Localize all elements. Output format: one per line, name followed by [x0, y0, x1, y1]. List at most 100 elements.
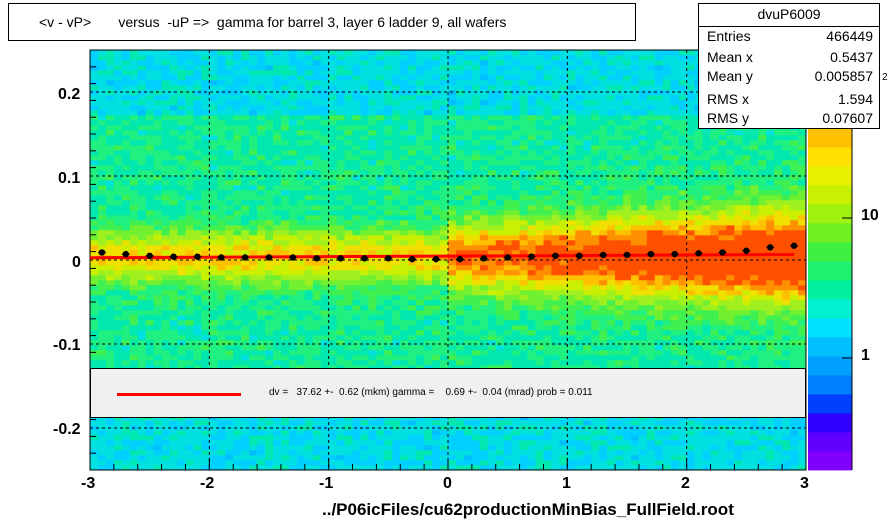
heatmap-cell: [376, 95, 385, 101]
heatmap-cell: [177, 260, 186, 266]
heatmap-cell: [129, 240, 139, 246]
heatmap-cell: [424, 260, 433, 266]
heatmap-cell: [336, 100, 345, 106]
heatmap-cell: [471, 140, 481, 146]
heatmap-cell: [432, 60, 441, 66]
heatmap-cell: [448, 275, 457, 281]
heatmap-cell: [233, 185, 242, 191]
heatmap-cell: [336, 445, 345, 451]
heatmap-cell: [121, 165, 131, 171]
heatmap-cell: [424, 430, 433, 436]
heatmap-cell: [121, 145, 131, 151]
heatmap-cell: [217, 85, 226, 91]
heatmap-cell: [440, 120, 449, 126]
heatmap-cell: [344, 275, 353, 281]
heatmap-cell: [344, 155, 353, 161]
heatmap-cell: [543, 420, 552, 426]
heatmap-cell: [336, 300, 345, 306]
heatmap-cell: [495, 310, 504, 316]
heatmap-cell: [105, 120, 115, 126]
heatmap-cell: [265, 135, 274, 141]
heatmap-cell: [296, 75, 306, 81]
heatmap-cell: [296, 160, 306, 166]
heatmap-cell: [105, 360, 115, 366]
heatmap-cell: [241, 345, 250, 351]
heatmap-cell: [296, 55, 306, 61]
heatmap-cell: [249, 345, 258, 351]
heatmap-cell: [455, 180, 465, 186]
heatmap-cell: [511, 245, 520, 251]
heatmap-cell: [551, 360, 560, 366]
heatmap-cell: [233, 220, 242, 226]
heatmap-cell: [471, 335, 481, 341]
heatmap-cell: [193, 90, 202, 96]
heatmap-cell: [257, 425, 266, 431]
heatmap-cell: [543, 160, 552, 166]
heatmap-cell: [400, 325, 409, 331]
heatmap-cell: [336, 140, 345, 146]
heatmap-cell: [90, 335, 99, 341]
heatmap-cell: [360, 55, 369, 61]
heatmap-cell: [272, 300, 282, 306]
heatmap-cell: [320, 160, 329, 166]
heatmap-cell: [376, 190, 385, 196]
heatmap-cell: [241, 90, 250, 96]
heatmap-cell: [384, 180, 393, 186]
heatmap-cell: [233, 90, 242, 96]
heatmap-cell: [535, 140, 544, 146]
heatmap-cell: [448, 255, 457, 261]
heatmap-cell: [97, 245, 107, 251]
heatmap-cell: [400, 465, 409, 471]
heatmap-cell: [543, 110, 552, 116]
heatmap-cell: [241, 270, 250, 276]
heatmap-cell: [360, 205, 369, 211]
heatmap-cell: [312, 365, 322, 371]
heatmap-cell: [400, 360, 409, 366]
heatmap-cell: [408, 465, 417, 471]
heatmap-cell: [121, 110, 131, 116]
heatmap-cell: [201, 235, 210, 241]
heatmap-cell: [392, 450, 401, 456]
heatmap-cell: [479, 170, 489, 176]
heatmap-cell: [129, 85, 139, 91]
heatmap-cell: [471, 435, 481, 441]
heatmap-cell: [432, 150, 441, 156]
heatmap-cell: [384, 330, 393, 336]
heatmap-cell: [137, 360, 146, 366]
heatmap-cell: [153, 115, 162, 121]
heatmap-cell: [479, 435, 489, 441]
heatmap-cell: [304, 360, 314, 366]
heatmap-cell: [360, 455, 369, 461]
heatmap-cell: [392, 295, 401, 301]
heatmap-cell: [121, 450, 131, 456]
heatmap-cell: [519, 180, 528, 186]
heatmap-cell: [161, 330, 170, 336]
heatmap-cell: [217, 320, 226, 326]
heatmap-cell: [241, 460, 250, 466]
heatmap-cell: [416, 455, 425, 461]
heatmap-cell: [463, 235, 473, 241]
heatmap-cell: [304, 460, 314, 466]
heatmap-cell: [479, 195, 489, 201]
heatmap-cell: [185, 425, 194, 431]
heatmap-cell: [328, 455, 337, 461]
heatmap-cell: [177, 440, 186, 446]
heatmap-cell: [448, 175, 457, 181]
heatmap-cell: [121, 130, 131, 136]
heatmap-cell: [280, 100, 290, 106]
heatmap-cell: [527, 145, 536, 151]
heatmap-cell: [257, 75, 266, 81]
heatmap-cell: [479, 320, 489, 326]
heatmap-cell: [424, 440, 433, 446]
heatmap-cell: [129, 260, 139, 266]
heatmap-cell: [360, 115, 369, 121]
heatmap-cell: [344, 200, 353, 206]
heatmap-cell: [559, 320, 568, 326]
heatmap-cell: [225, 445, 234, 451]
heatmap-cell: [137, 215, 146, 221]
heatmap-cell: [121, 265, 131, 271]
heatmap-cell: [479, 175, 489, 181]
heatmap-cell: [519, 100, 528, 106]
heatmap-cell: [551, 145, 560, 151]
heatmap-cell: [185, 160, 194, 166]
